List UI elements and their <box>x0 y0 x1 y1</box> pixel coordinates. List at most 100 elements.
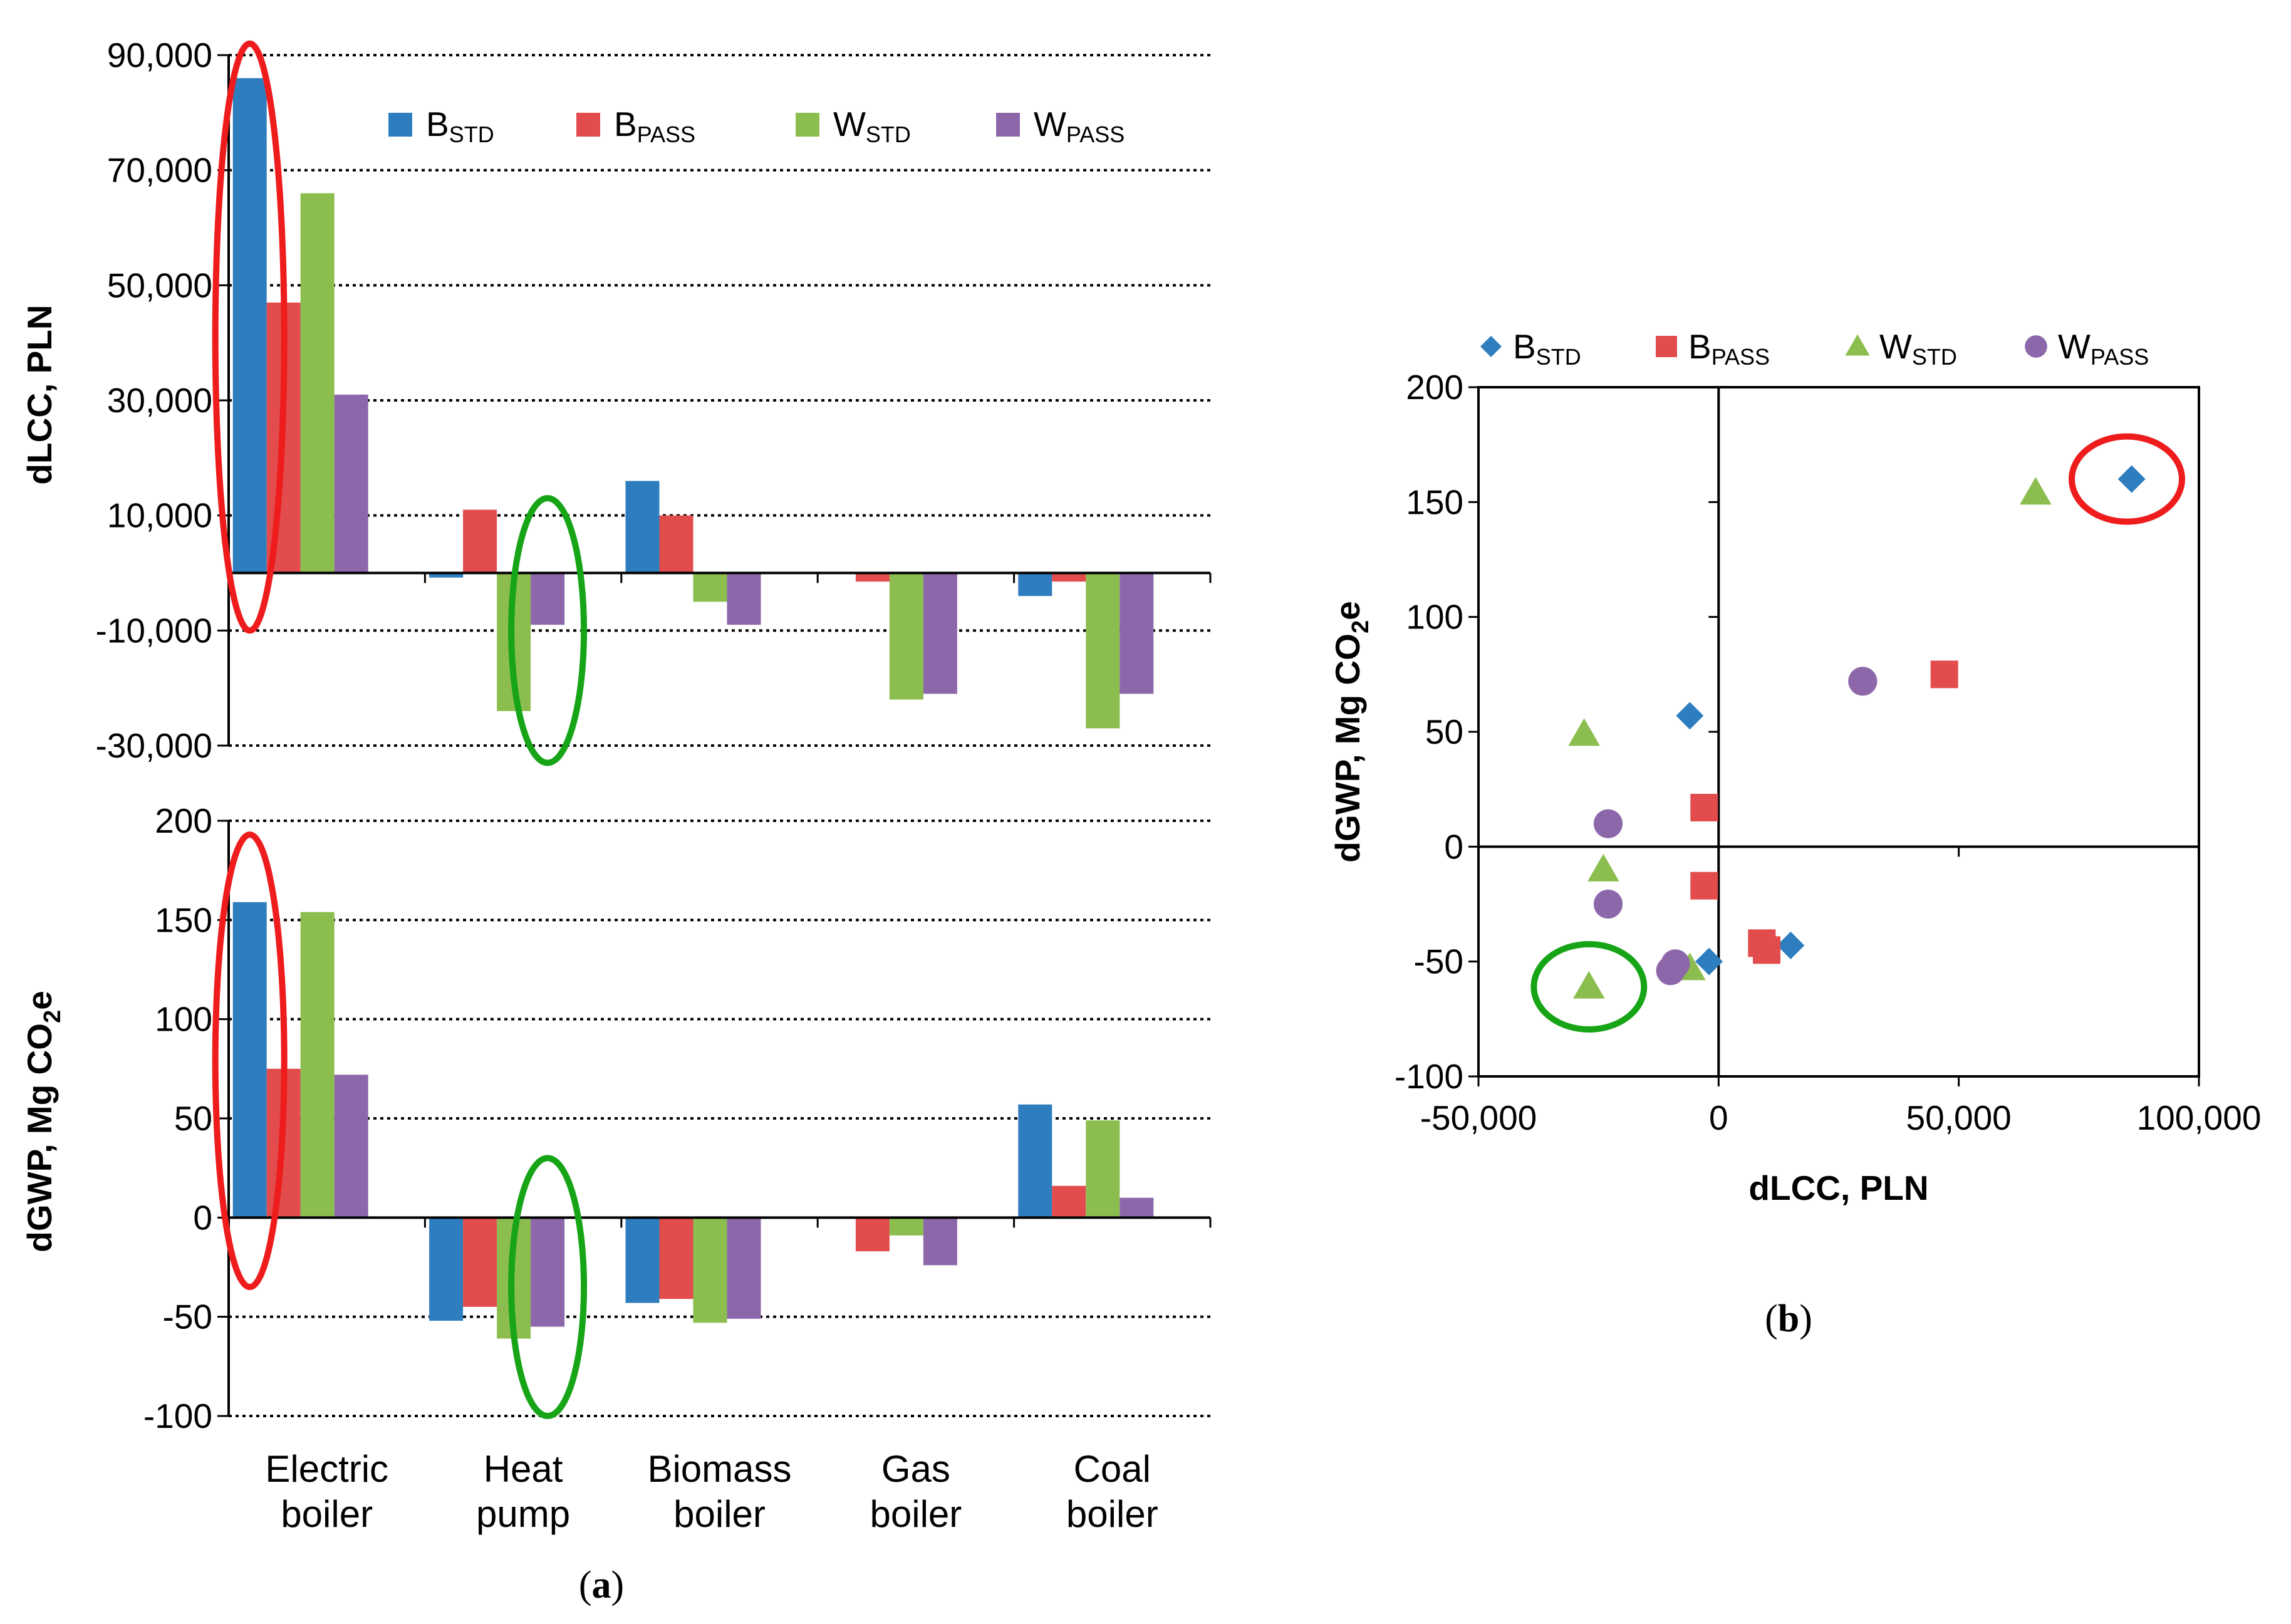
highlight-ellipse-green <box>508 1155 588 1420</box>
bar-w-pass-heat <box>531 573 565 625</box>
panel-a-bottom-dgwp-bar-chart: 200 150 100 50 0 -50 -100 Electric boiler Heat pum… <box>20 801 1212 1535</box>
point-b-pass <box>1690 794 1718 821</box>
legend-label-b-pass: BPASS <box>1688 327 1770 370</box>
point-w-std <box>1587 853 1619 882</box>
point-w-pass <box>1593 889 1623 919</box>
category-label-heat: Heat pump <box>476 1448 570 1535</box>
highlight-ellipse-red <box>212 40 288 634</box>
y-tick-label: 150 <box>155 900 212 939</box>
highlight-ellipse-green <box>1530 941 1648 1033</box>
bar-w-pass-heat <box>531 1217 565 1327</box>
bar-w-pass-biomass <box>727 1217 761 1319</box>
point-w-pass <box>1848 667 1878 696</box>
point-b-pass <box>1753 936 1780 964</box>
point-w-std <box>2020 477 2052 505</box>
category-label-coal: Coal boiler <box>1066 1448 1158 1535</box>
point-w-pass <box>1656 956 1685 986</box>
point-b-std <box>1695 947 1723 976</box>
legend-label-w-std: WSTD <box>1879 327 1957 370</box>
legend-marker-b-pass <box>1656 336 1677 357</box>
y-tick-label: 100 <box>155 1000 212 1039</box>
y-tick-label: -50 <box>1414 942 1464 981</box>
bar-b-pass-heat <box>463 509 497 573</box>
y-axis-label: dLCC, PLN <box>20 304 59 484</box>
y-tick-label: 50 <box>174 1099 212 1138</box>
y-tick-label: 50,000 <box>107 266 212 304</box>
y-tick-label: -100 <box>1395 1057 1463 1096</box>
y-tick-label: -100 <box>143 1397 212 1435</box>
y-axis-label: dGWP, Mg CO2e <box>20 991 66 1252</box>
bar-w-pass-coal <box>1120 573 1154 694</box>
y-tick-label: 30,000 <box>107 381 212 420</box>
bar-b-pass-biomass <box>659 1217 694 1299</box>
bar-b-std-coal <box>1018 1104 1052 1218</box>
legend-label-w-pass: WPASS <box>1034 105 1125 147</box>
x-tick-label: 100,000 <box>2137 1098 2262 1137</box>
y-tick-label: 50 <box>1425 712 1463 751</box>
bar-w-pass-gas <box>923 573 957 694</box>
bar-b-std-electric <box>232 902 267 1218</box>
y-tick-label: -30,000 <box>95 726 212 765</box>
highlight-ellipses <box>212 40 2185 1420</box>
point-w-pass <box>1593 809 1623 838</box>
bar-w-pass-biomass <box>727 573 761 625</box>
legend-marker-b-std <box>1480 336 1502 357</box>
x-axis-label: dLCC, PLN <box>1748 1169 1928 1207</box>
bar-b-pass-heat <box>463 1217 497 1307</box>
bar-b-std-heat <box>429 1217 464 1321</box>
panel-b-label: (b) <box>1765 1298 1812 1340</box>
bar-w-std-gas <box>889 573 923 700</box>
bar-w-std-coal <box>1086 1120 1120 1218</box>
x-tick-label: 50,000 <box>1906 1098 2012 1137</box>
bar-b-std-heat <box>429 573 464 578</box>
category-label-biomass: Biomass boiler <box>647 1448 791 1535</box>
highlight-ellipse-red <box>212 831 288 1291</box>
highlight-ellipse-green <box>508 495 588 766</box>
panel-a-top-dlcc-bar-chart: 90,000 70,000 50,000 30,000 10,000 -10,000 -30… <box>20 36 1212 765</box>
legend-swatch-w-std <box>796 113 819 137</box>
y-tick-label: -10,000 <box>95 611 212 650</box>
bar-w-std-electric <box>300 912 335 1218</box>
legend-label-b-std: BSTD <box>426 105 494 147</box>
category-label-electric: Electric boiler <box>265 1448 388 1535</box>
legend-marker-w-std <box>1845 334 1870 356</box>
legend-swatch-w-pass <box>996 113 1020 137</box>
legend-label-b-pass: BPASS <box>614 105 695 147</box>
bar-b-pass-gas <box>855 573 890 582</box>
legend-marker-w-pass <box>2025 335 2047 358</box>
bar-w-pass-coal <box>1120 1197 1154 1218</box>
y-tick-label: 200 <box>1406 368 1463 407</box>
point-b-std <box>1777 932 1805 959</box>
bar-w-std-electric <box>300 193 335 573</box>
bar-w-pass-electric <box>334 394 368 573</box>
y-tick-label: 0 <box>1444 827 1463 866</box>
y-tick-label: 10,000 <box>107 496 212 535</box>
legend-label-w-pass: WPASS <box>2058 327 2149 370</box>
y-tick-label: 150 <box>1406 482 1463 521</box>
bar-b-pass-gas <box>855 1217 890 1252</box>
bar-w-std-biomass <box>693 1217 727 1323</box>
x-tick-label: -50,000 <box>1420 1098 1537 1137</box>
y-tick-label: 70,000 <box>107 151 212 190</box>
point-w-std <box>1573 971 1605 999</box>
bar-w-pass-gas <box>923 1217 957 1266</box>
bar-w-std-biomass <box>693 573 727 602</box>
bar-w-std-gas <box>889 1217 923 1236</box>
bar-b-pass-coal <box>1052 1185 1086 1218</box>
panel-a-label: (a) <box>579 1564 624 1606</box>
point-b-std <box>2117 465 2146 493</box>
bar-b-std-coal <box>1018 573 1052 596</box>
y-tick-label: 90,000 <box>107 36 212 75</box>
highlight-ellipse-red <box>2069 433 2185 525</box>
y-axis-label: dGWP, Mg CO2e <box>1328 601 1374 862</box>
y-tick-label: -50 <box>163 1298 213 1336</box>
bar-b-pass-coal <box>1052 573 1086 582</box>
legend-label-b-std: BSTD <box>1513 327 1581 370</box>
bar-w-std-coal <box>1086 573 1120 729</box>
bar-b-std-biomass <box>625 481 660 573</box>
legend-label-w-std: WSTD <box>833 105 911 147</box>
panel-b-scatter-chart: 200 150 100 50 0 -50 -100-50,000 0 50,000 100,000… <box>1328 327 2261 1207</box>
x-tick-label: 0 <box>1709 1098 1728 1137</box>
point-w-std <box>1568 718 1600 746</box>
